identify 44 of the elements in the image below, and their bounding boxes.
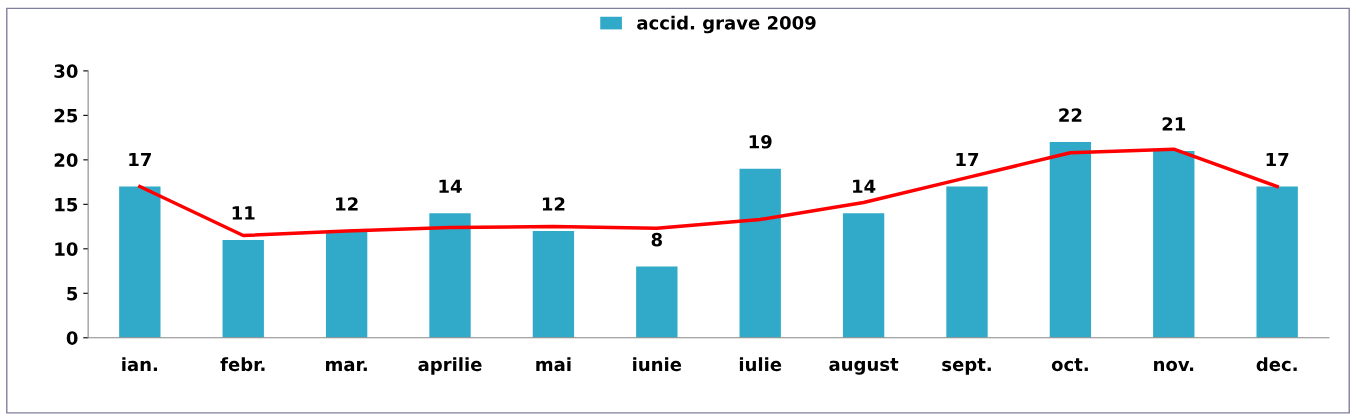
- x-tick-label: nov.: [1154, 360, 1194, 372]
- bar: [1153, 150, 1195, 338]
- x-tick-label: mai: [536, 357, 571, 372]
- y-tick-label: 0: [66, 331, 78, 345]
- bar: [325, 231, 368, 338]
- legend-label: accid. grave 2009: [637, 15, 816, 34]
- x-tick-label: aprilie: [418, 357, 482, 375]
- data-label: 17: [1266, 152, 1289, 167]
- data-label: 17: [129, 152, 151, 167]
- y-tick-label: 5: [67, 286, 78, 301]
- y-tick-label: 25: [54, 108, 78, 123]
- y-tick-label: 15: [55, 198, 78, 212]
- bar: [842, 213, 885, 338]
- x-tick-label: sept.: [942, 358, 991, 375]
- bar: [636, 266, 678, 338]
- data-label: 21: [1162, 117, 1186, 131]
- bar: [222, 239, 264, 338]
- y-tick-label: 20: [54, 153, 78, 167]
- data-label: 12: [336, 197, 358, 211]
- data-label: 14: [439, 179, 462, 193]
- y-tick-label: 10: [55, 242, 78, 256]
- x-tick-label: ian.: [122, 357, 158, 372]
- bar: [429, 213, 471, 338]
- data-label: 12: [542, 197, 565, 211]
- x-tick-label: dec.: [1256, 357, 1297, 372]
- x-tick-label: iulie: [739, 357, 782, 372]
- bar: [1256, 186, 1298, 338]
- y-tick-label: 30: [54, 64, 78, 79]
- data-label: 19: [749, 134, 772, 149]
- data-label: 17: [956, 152, 979, 167]
- data-label: 8: [651, 232, 662, 247]
- x-tick-label: febr.: [220, 357, 265, 372]
- x-tick-label: iunie: [633, 357, 682, 372]
- data-label: 14: [853, 179, 876, 193]
- bar: [532, 231, 575, 338]
- bar: [946, 186, 988, 338]
- x-tick-label: august: [829, 358, 899, 375]
- data-label: 22: [1059, 108, 1082, 122]
- bar: [119, 186, 161, 338]
- bar: [739, 168, 781, 338]
- data-label: 11: [232, 206, 255, 220]
- bar: [1049, 142, 1092, 338]
- x-tick-label: oct.: [1051, 358, 1088, 372]
- x-tick-label: mar.: [326, 360, 367, 372]
